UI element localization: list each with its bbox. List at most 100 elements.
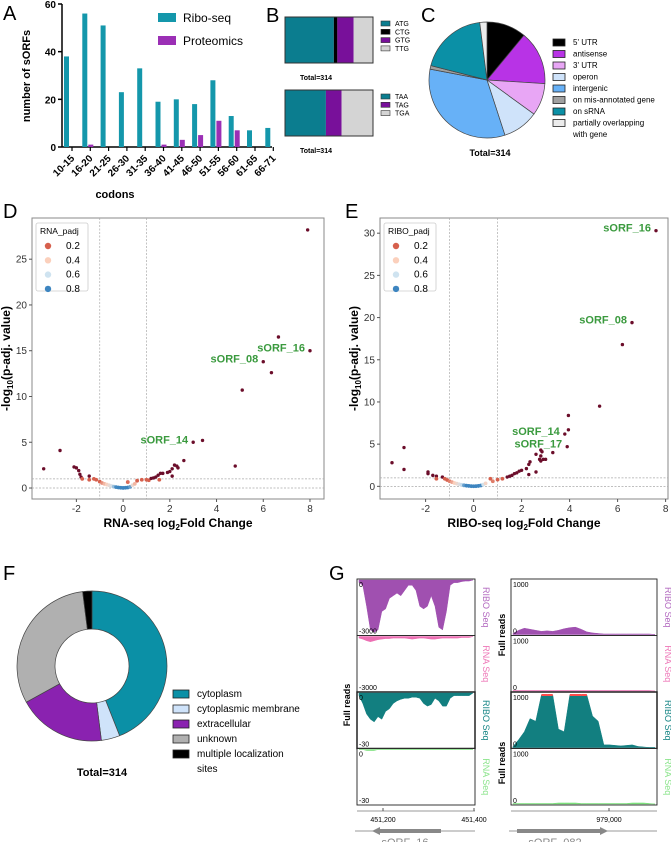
legend-title: RIBO_padj [388,226,430,236]
legend-label: partially overlapping [573,119,644,128]
data-point [80,476,85,481]
x-axis-label-tail: Fold Change [528,516,601,530]
panel-f-donut-chart: cytoplasm cytoplasmic membrane extracellul… [16,590,300,779]
legend-marker [44,257,52,264]
legend-swatch [380,20,391,27]
x-tick-label: 6 [615,504,621,515]
sorf-annotation: sORF_16 [257,343,305,355]
track-scale-bottom: 0 [513,742,517,749]
bar-outline [284,89,374,137]
legend-label: 0.8 [414,284,428,295]
subscript: 10 [354,380,363,389]
bar-ribo-seq [192,104,198,147]
data-point [541,457,545,462]
data-point [527,472,531,477]
bar-outline [284,16,374,64]
data-point [390,461,394,465]
track-scale-top: 1000 [513,639,529,646]
data-point [77,468,81,473]
data-point [402,467,406,472]
track-label: RNA Seq [481,758,491,795]
bar-ribo-seq [265,127,271,147]
coverage-area [512,626,656,635]
legend-swatch [552,73,566,81]
legend-title: RNA_padj [40,226,79,236]
legend-label: cytoplasmic membrane [197,704,300,715]
subscript: 10 [6,380,15,389]
data-point [139,477,144,482]
data-point [495,477,500,482]
slice-antisense [486,34,546,85]
legend-label: 3' UTR [573,61,598,70]
data-point [158,471,163,476]
data-point [524,466,529,471]
y-axis-label: Full reads [342,684,352,727]
coverage-area [512,802,656,805]
track-scale-bottom: 0 [513,798,517,805]
track-label: RIBO Seq [663,700,671,741]
track-label: RIBO Seq [663,587,671,628]
data-point [620,342,625,347]
data-point [200,438,205,443]
data-point [519,468,524,473]
y-tick-label: 20 [364,313,376,324]
track-scale-bottom: -30 [359,742,369,749]
slice-unknown [16,591,88,703]
track-scale-bottom: -3000 [359,629,377,636]
x-tick-label: 0 [120,504,126,515]
bar-ribo-seq [100,25,106,148]
legend-marker [44,271,52,278]
coverage-area [359,749,473,751]
data-point [654,228,658,233]
x-tick-label: 8 [663,504,669,515]
track-frame [356,748,476,806]
data-point [170,474,174,478]
bar-ribo-seq [173,99,179,147]
y-axis-label: -log10(p-adj. value) [0,306,15,411]
data-point [540,450,544,454]
bar-ribo-seq [210,80,216,147]
y-tick-label: 15 [16,346,28,357]
panel-label-f: F [3,563,15,585]
sorf-annotation: sORF_17 [514,439,562,451]
track-scale-bottom: -30 [359,798,369,805]
legend-label: 5' UTR [573,38,598,47]
legend-swatch [380,28,391,35]
x-tick-label: 4 [214,504,220,515]
legend-swatch [380,37,391,43]
legend-label: Ribo-seq [183,11,231,25]
bar-proteomics [234,130,240,147]
legend-label: TGA [395,111,410,118]
panel-label-b: B [266,5,279,27]
y-tick-label: 25 [16,255,28,266]
y-axis-label: number of sORFs [21,30,33,122]
sorf-annotation: sORF_14 [512,426,561,438]
gene-arrow-icon [517,827,608,835]
legend-label: TAA [395,94,408,101]
segment-tga [341,90,373,136]
y-tick-label: 0 [50,143,56,154]
data-point [308,349,312,353]
bar-ribo-seq [155,101,161,147]
data-point [543,457,548,462]
sorf-annotation: sORF_08 [579,315,627,327]
slice-partially-overlapping [479,21,488,81]
track-scale-top: 1000 [513,582,529,589]
bar-ribo-seq [247,130,252,147]
bar-ribo-seq [228,116,234,147]
track-scale-top: 1000 [513,752,529,759]
legend-label: intergenic [573,84,608,93]
x-tick-label: 66-71 [253,153,279,179]
y-axis-label-tail: (p-adj. value) [347,306,361,380]
x-tick-label: 2 [519,504,525,515]
data-point [563,432,567,436]
panel-e-volcano-plot: -2 0 2 4 6 8 0 5 10 15 20 25 30 sORF_16 sORF_08 sORF_14… [347,217,669,532]
legend-swatch [380,102,391,108]
bar-proteomics [88,144,94,147]
legend-swatch [552,107,566,116]
panel-label-g: G [329,563,345,585]
legend-label: 0.2 [414,241,428,252]
sorf-annotation: sORF_14 [140,434,189,446]
coverage-area [358,636,474,643]
